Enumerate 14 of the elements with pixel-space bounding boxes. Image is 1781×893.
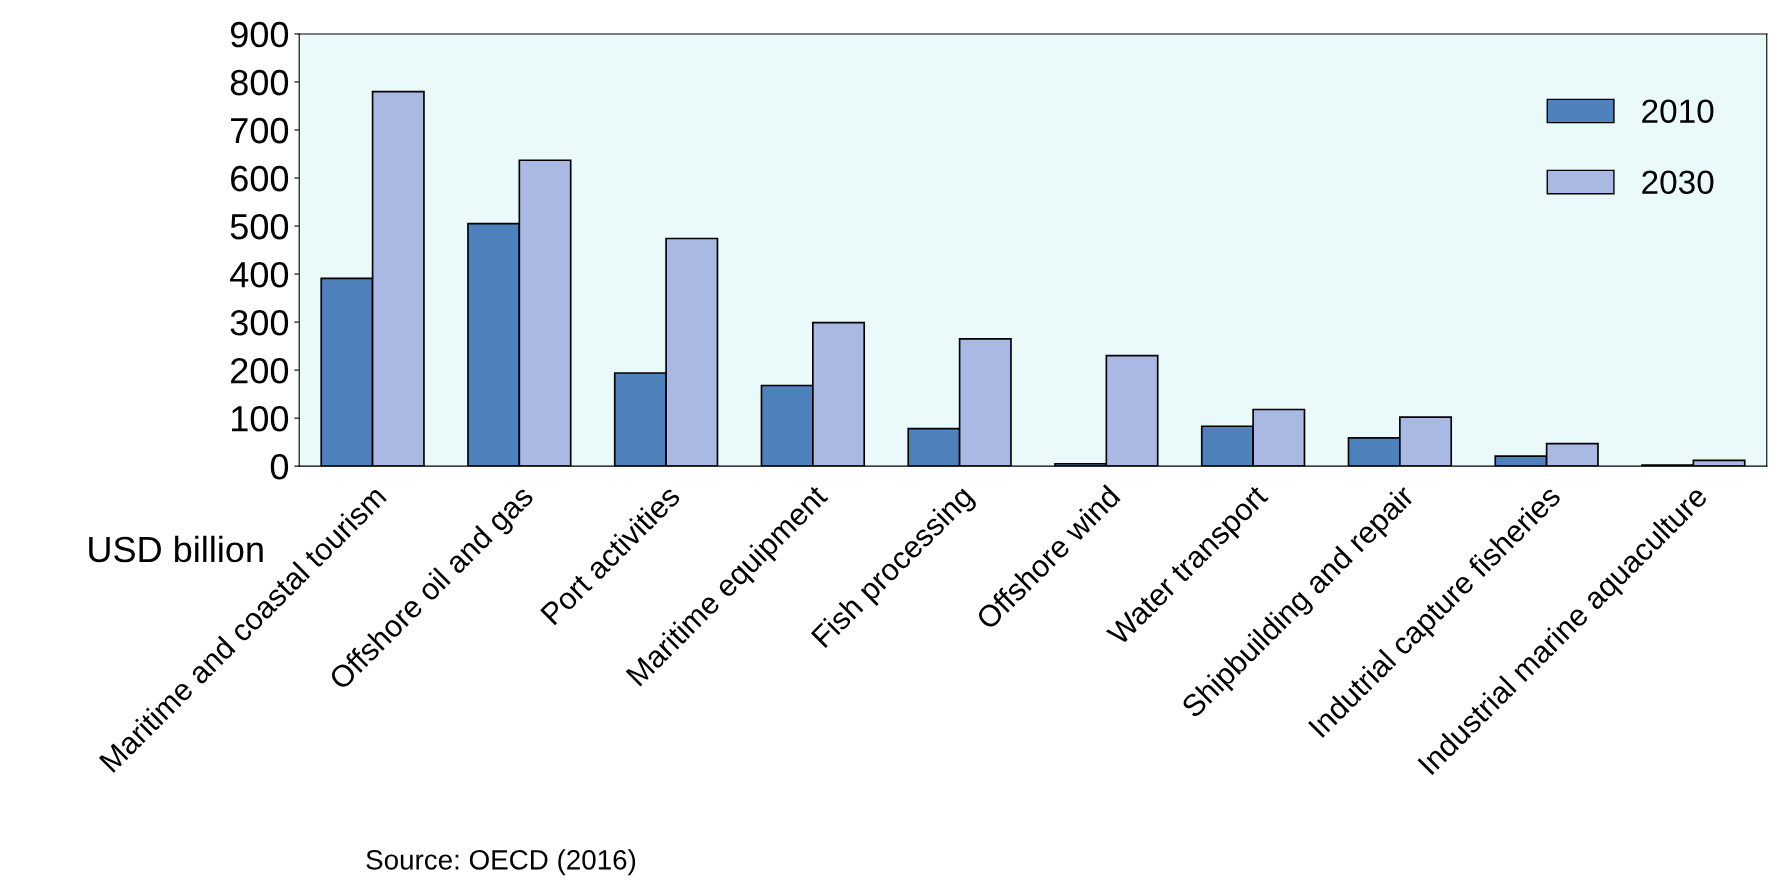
y-tick-label: 300 <box>230 309 289 336</box>
y-tick-label: 0 <box>270 454 289 480</box>
y-tick-label: 500 <box>230 213 289 240</box>
y-tick-label: 400 <box>230 261 289 288</box>
y-tick-label: 100 <box>232 405 289 432</box>
y-tick-label: 200 <box>231 357 289 384</box>
source-note: Source: OECD (2016) <box>366 849 636 876</box>
y-tick-label: 700 <box>231 117 289 144</box>
legend-label: 2030 <box>1642 170 1714 195</box>
y-tick-label: 900 <box>230 21 289 48</box>
y-tick-label: 800 <box>230 69 289 96</box>
y-tick-label: 600 <box>231 165 289 192</box>
y-axis-title: USD billion <box>89 535 263 563</box>
legend-label: 2010 <box>1642 99 1714 123</box>
